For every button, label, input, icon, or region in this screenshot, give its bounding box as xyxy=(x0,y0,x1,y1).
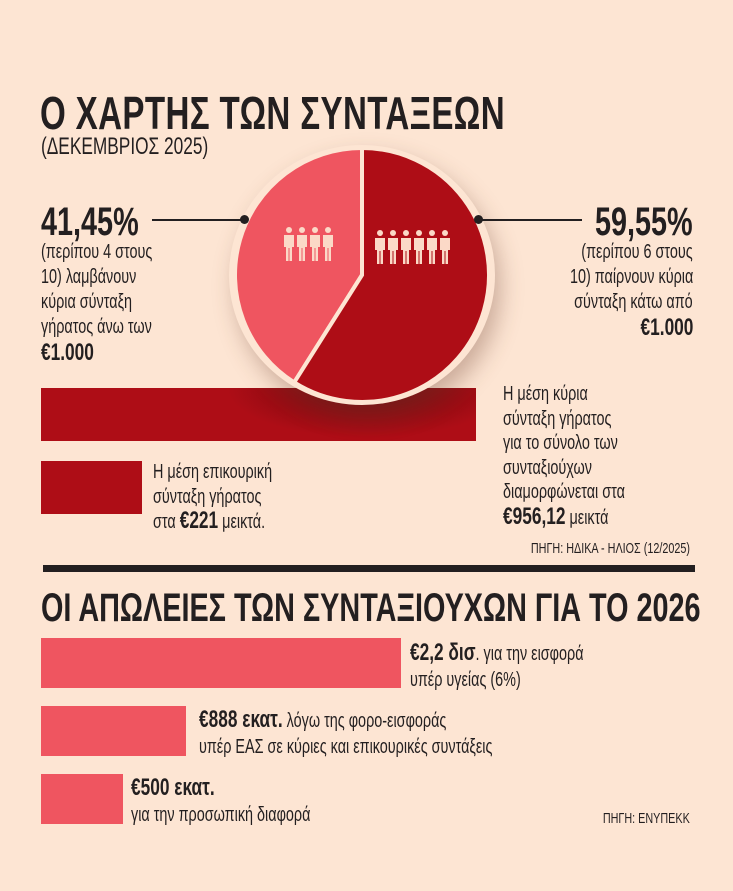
right-leader-dot xyxy=(474,215,483,224)
pie-chart xyxy=(229,145,500,417)
person-icon xyxy=(440,230,450,264)
person-icon xyxy=(284,227,294,261)
bar-1 xyxy=(41,638,401,688)
left-callout-text: (περίπου 4 στους 10) λαμβάνουν κύρια σύν… xyxy=(41,241,153,366)
pie-slice-2 xyxy=(291,145,491,404)
left-amount: €1.000 xyxy=(41,339,94,366)
bar-3 xyxy=(41,774,123,824)
person-icon xyxy=(323,227,333,261)
loss-item-1-text: €2,2 δισ. για την εισφορά υπέρ υγείας (6… xyxy=(410,639,584,692)
person-icon xyxy=(427,230,437,264)
main-pension-amount: €956,12 xyxy=(503,502,566,530)
main-pension-text: Η μέση κύρια σύνταξη γήρατος για το σύνο… xyxy=(503,383,625,530)
page-subtitle: (ΔΕΚΕΜΒΡΙΟΣ 2025) xyxy=(41,133,209,160)
left-leader-line xyxy=(152,219,245,221)
right-callout-text: (περίπου 6 στους 10) παίρνουν κύρια σύντ… xyxy=(569,241,693,341)
person-icon xyxy=(310,227,320,261)
loss-item-3-text: €500 εκατ. για την προσωπική διαφορά xyxy=(131,774,311,827)
loss-item-2-text: €888 εκατ. λόγω της φορο-εισφοράς υπέρ Ε… xyxy=(199,706,493,759)
source-note-2: ΠΗΓΗ: ΕΝΥΠΕΚΚ xyxy=(603,810,690,827)
bar-2 xyxy=(41,706,187,756)
left-percent: 41,45% xyxy=(41,200,139,244)
section2-title: ΟΙ ΑΠΩΛΕΙΕΣ ΤΩΝ ΣΥΝΤΑΞΙΟΥΧΩΝ ΓΙΑ ΤΟ 2026 xyxy=(41,586,701,630)
person-icon xyxy=(388,230,398,264)
right-amount: €1.000 xyxy=(640,314,693,341)
bar-2 xyxy=(41,461,142,514)
person-icon xyxy=(401,230,411,264)
left-callout: 41,45% xyxy=(41,200,177,244)
person-icon xyxy=(375,230,385,264)
left-leader-dot xyxy=(240,215,249,224)
section-divider xyxy=(43,565,695,572)
person-icon xyxy=(297,227,307,261)
source-note-1: ΠΗΓΗ: ΗΔΙΚΑ - ΗΛΙΟΣ (12/2025) xyxy=(530,540,690,557)
page-title: Ο ΧΑΡΤΗΣ ΤΩΝ ΣΥΝΤΑΞΕΩΝ xyxy=(40,87,505,139)
right-callout: 59,55% xyxy=(557,200,693,244)
aux-pension-text: Η μέση επικουρική σύνταξη γήρατος στα €2… xyxy=(153,461,273,534)
aux-pension-amount: €221 xyxy=(179,507,219,534)
person-icon xyxy=(414,230,424,264)
right-leader-line xyxy=(478,219,582,221)
right-percent: 59,55% xyxy=(595,200,693,244)
